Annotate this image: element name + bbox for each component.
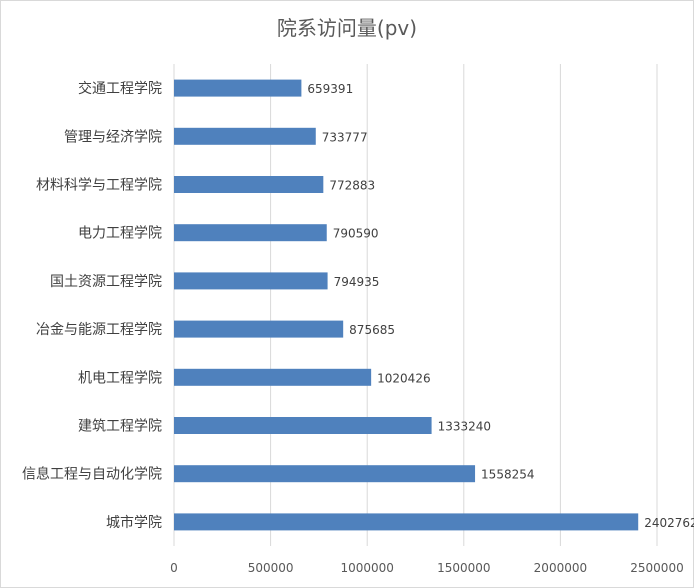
bar	[174, 176, 324, 193]
category-label: 冶金与能源工程学院	[36, 322, 162, 338]
chart-title: 院系访问量(pv)	[276, 16, 418, 40]
category-label: 材料科学与工程学院	[36, 178, 162, 194]
bar	[174, 368, 372, 386]
data-label: 2402762	[644, 516, 694, 530]
data-label: 733777	[322, 130, 368, 144]
bar	[174, 79, 302, 97]
category-label: 交通工程学院	[78, 80, 162, 97]
data-label: 1020426	[377, 371, 430, 385]
data-label: 794935	[334, 275, 380, 289]
x-tick-label: 1500000	[437, 561, 490, 575]
bar	[174, 224, 327, 242]
x-tick-label: 2000000	[534, 561, 587, 575]
data-label: 875685	[349, 323, 395, 337]
data-label: 659391	[307, 82, 353, 96]
bar	[174, 465, 476, 483]
data-label: 772883	[329, 179, 375, 193]
category-label: 管理与经济学院	[64, 129, 162, 145]
data-label: 790590	[333, 227, 379, 241]
category-label: 电力工程学院	[78, 226, 162, 242]
data-label: 1558254	[481, 468, 534, 482]
category-label: 机电工程学院	[78, 370, 162, 386]
x-tick-label: 500000	[248, 561, 294, 575]
bar	[174, 320, 344, 338]
category-label: 国土资源工程学院	[50, 274, 162, 290]
bar	[174, 272, 328, 290]
bar	[174, 417, 432, 434]
x-tick-label: 0	[170, 561, 178, 575]
data-label: 1333240	[438, 420, 491, 434]
bar	[174, 513, 639, 531]
category-label: 信息工程与自动化学院	[22, 466, 162, 483]
x-tick-label: 2500000	[630, 561, 683, 575]
category-label: 城市学院	[106, 514, 162, 531]
category-label: 建筑工程学院	[78, 419, 162, 435]
bar	[174, 127, 316, 145]
x-tick-label: 1000000	[340, 561, 393, 575]
